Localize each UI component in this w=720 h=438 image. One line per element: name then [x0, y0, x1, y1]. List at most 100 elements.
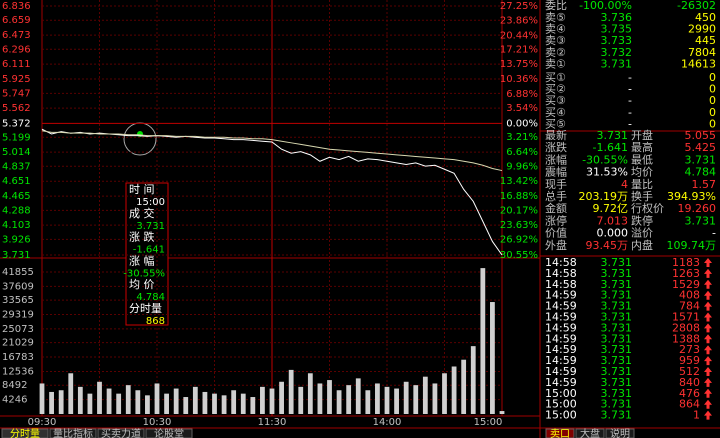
y2-tick-label: 13.42% — [500, 176, 538, 187]
y-tick-label: 5.925 — [2, 74, 31, 85]
volume-bar — [432, 383, 438, 414]
y2-tick-label: 3.21% — [506, 132, 538, 143]
tooltip-label: 均 价 — [129, 278, 155, 291]
trade-time: 14:59 — [545, 354, 577, 367]
tooltip-value: 868 — [146, 316, 165, 327]
trade-volume: 1263 — [672, 267, 700, 280]
tab-label[interactable]: 说明 — [610, 427, 630, 438]
volume-bar — [327, 380, 332, 414]
up-arrow — [704, 323, 712, 333]
quote-value: 1.57 — [692, 178, 717, 191]
trade-time: 14:59 — [545, 289, 577, 302]
volume-bar — [442, 373, 447, 414]
tab[interactable] — [1, 428, 49, 438]
trade-time: 15:00 — [545, 387, 577, 400]
trade-volume: 476 — [679, 387, 700, 400]
y-tick-label: 16783 — [2, 352, 34, 363]
tab-label[interactable]: 分时量 — [10, 428, 40, 438]
up-arrow — [704, 290, 712, 300]
quote-value: 3.731 — [685, 214, 717, 227]
quote-value: 93.45万 — [586, 239, 629, 252]
tab-label[interactable]: 买卖力道 — [101, 427, 141, 438]
volume-bar — [173, 388, 179, 414]
y2-tick-label: 23.86% — [500, 16, 538, 27]
tab-label[interactable]: 量比指标 — [53, 427, 93, 438]
trade-volume: 273 — [679, 343, 700, 356]
trade-price: 3.731 — [601, 267, 633, 280]
y-tick-label: 25073 — [2, 324, 34, 335]
tab-label[interactable]: 卖口 — [550, 428, 570, 438]
volume-bar — [231, 390, 237, 414]
volume-bar — [145, 395, 150, 414]
y2-tick-label: 27.25% — [500, 1, 538, 12]
y2-tick-label: 3.54% — [506, 103, 538, 114]
quote-value: 203.19万 — [579, 190, 629, 203]
quote-value: -30.55% — [582, 153, 628, 166]
trade-time: 14:59 — [545, 365, 577, 378]
volume-bar — [250, 397, 256, 414]
book-volume: 7804 — [688, 46, 716, 59]
y-tick-label: 6.836 — [2, 1, 31, 12]
trade-time: 15:00 — [545, 409, 577, 422]
y-tick-label: 33565 — [2, 295, 34, 306]
trade-price: 3.731 — [601, 387, 633, 400]
y-tick-label: 4246 — [2, 395, 27, 406]
volume-bar — [461, 359, 467, 414]
volume-bar — [384, 386, 390, 414]
tab[interactable] — [49, 428, 97, 438]
trade-price: 3.731 — [601, 278, 633, 291]
y2-tick-label: 10.36% — [500, 74, 538, 85]
tab-label[interactable]: 大盘 — [580, 427, 600, 438]
y-tick-label: 6.111 — [2, 59, 31, 70]
up-arrow — [704, 388, 712, 398]
y-tick-label: 5.747 — [2, 88, 31, 99]
tab-label[interactable]: 论股堂 — [154, 427, 184, 438]
trade-volume: 784 — [679, 300, 700, 313]
quote-value: 4 — [621, 178, 628, 191]
trade-time: 14:58 — [545, 256, 577, 269]
trade-volume: 1 — [693, 409, 700, 422]
y-tick-label: 5.372 — [2, 118, 31, 129]
y-tick-label: 3.926 — [2, 234, 31, 245]
volume-bar — [97, 381, 102, 414]
tab[interactable] — [575, 428, 605, 438]
volume-bar — [288, 369, 294, 414]
volume-bar — [394, 388, 399, 414]
up-arrow — [704, 410, 712, 420]
quote-label: 内盘 — [631, 238, 653, 252]
tooltip-box — [125, 182, 169, 326]
y2-tick-label: 17.21% — [500, 44, 538, 55]
y2-tick-label: 30.55% — [500, 250, 538, 261]
book-price: - — [628, 94, 632, 107]
y2-tick-label: 13.75% — [500, 59, 538, 70]
y-tick-label: 8492 — [2, 380, 27, 391]
volume-bar — [480, 268, 486, 414]
x-tick-label: 11:30 — [258, 417, 287, 428]
book-volume: 450 — [695, 11, 716, 24]
quote-value: -1.641 — [593, 141, 628, 154]
tooltip-label: 时 间 — [129, 183, 155, 196]
book-price: 3.735 — [601, 23, 633, 36]
tab[interactable] — [145, 428, 193, 438]
volume-bar — [451, 366, 457, 414]
volume-bar — [422, 376, 428, 414]
quote-label: 涨跌 — [545, 140, 567, 154]
book-price: - — [628, 106, 632, 119]
volume-bar — [403, 381, 409, 414]
volume-bar — [183, 397, 189, 414]
volume-bar — [192, 386, 198, 414]
trade-price: 3.731 — [601, 398, 633, 411]
trade-price: 3.731 — [601, 256, 633, 269]
volume-bar — [375, 383, 380, 414]
tab[interactable] — [97, 428, 145, 438]
trade-volume: 1183 — [672, 256, 700, 269]
trade-volume: 2808 — [672, 321, 700, 334]
trade-volume: 408 — [679, 289, 700, 302]
quote-label: 溢价 — [631, 226, 653, 240]
tab[interactable] — [545, 428, 575, 438]
volume-bar — [202, 391, 208, 414]
up-arrow — [704, 268, 712, 278]
y-tick-label: 21029 — [2, 338, 34, 349]
tab[interactable] — [605, 428, 635, 438]
